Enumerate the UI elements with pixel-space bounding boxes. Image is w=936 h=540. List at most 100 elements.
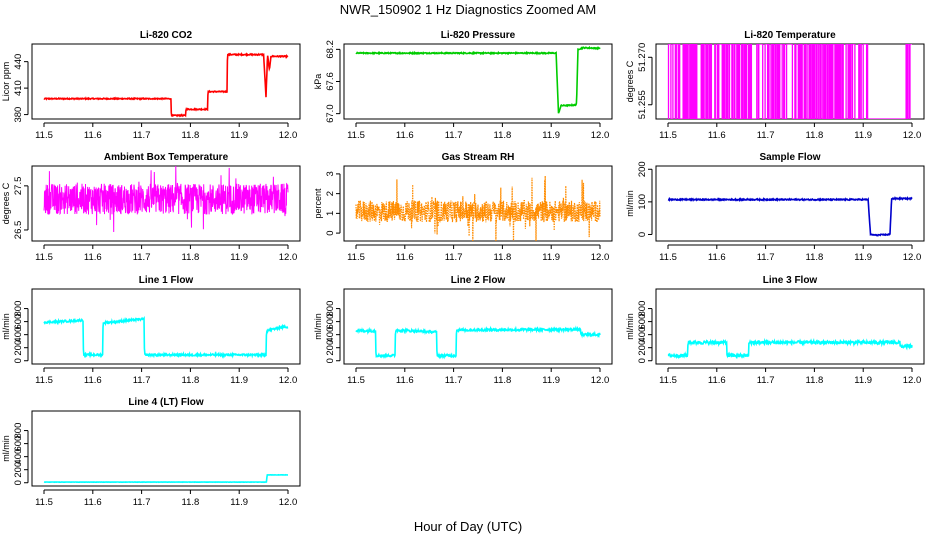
x-tick-label: 11.9 <box>542 252 560 263</box>
series <box>43 52 289 118</box>
x-tick-label: 11.8 <box>182 252 200 263</box>
x-tick-label: 11.6 <box>84 130 102 141</box>
y-tick-label: 410 <box>13 80 24 96</box>
series-line <box>43 166 289 233</box>
x-tick-label: 11.9 <box>854 130 872 141</box>
x-tick-label: 11.9 <box>230 130 248 141</box>
y-tick-label: 600 <box>13 314 24 330</box>
x-tick-label: 11.6 <box>84 252 102 263</box>
y-tick-label: 400 <box>13 449 24 465</box>
panel-title: Line 4 (LT) Flow <box>128 397 204 408</box>
x-tick-label: 12.0 <box>591 130 610 141</box>
x-tick-label: 11.7 <box>133 497 151 508</box>
x-tick-label: 11.6 <box>84 375 102 386</box>
y-axis: 51.255 51.270 <box>637 43 653 119</box>
x-tick-label: 11.6 <box>84 497 102 508</box>
y-tick-label: 600 <box>637 314 648 330</box>
x-axis: 11.5 11.6 11.7 11.8 11.9 12.0 <box>659 244 922 263</box>
x-tick-label: 11.5 <box>35 497 53 508</box>
x-tick-label: 11.9 <box>854 375 872 386</box>
x-axis: 11.5 11.6 11.7 11.8 11.9 12.0 <box>35 367 297 386</box>
x-tick-label: 11.5 <box>659 252 677 263</box>
panel-3: Li-820 Temperature 11.5 11.6 11.7 11.8 11.9 12… <box>625 30 925 141</box>
panel-title: Gas Stream RH <box>442 152 515 163</box>
x-tick-label: 11.6 <box>396 130 414 141</box>
y-axis-label: degrees C <box>1 182 11 224</box>
panel-1: Li-820 CO2 11.5 11.6 11.7 11.8 11.9 12.0 380 410… <box>1 30 301 141</box>
panel-title: Line 1 Flow <box>139 275 194 286</box>
x-axis: 11.5 11.6 11.7 11.8 11.9 12.0 <box>35 489 297 508</box>
y-tick-label: 67.0 <box>325 104 336 123</box>
series <box>43 315 289 359</box>
x-tick-label: 12.0 <box>903 130 922 141</box>
x-tick-label: 11.5 <box>35 375 53 386</box>
y-tick-label: 67.6 <box>325 72 336 91</box>
y-tick-label: 0 <box>13 480 24 485</box>
y-tick-label: 400 <box>637 327 648 343</box>
y-axis-label: Licor ppm <box>1 62 11 102</box>
x-tick-label: 11.7 <box>757 130 775 141</box>
y-axis-label: ml/min <box>625 190 635 217</box>
series-line <box>667 337 913 360</box>
y-tick-label: 600 <box>325 314 336 330</box>
x-axis: 11.5 11.6 11.7 11.8 11.9 12.0 <box>35 122 298 141</box>
x-tick-label: 12.0 <box>591 375 610 386</box>
x-tick-label: 11.5 <box>659 375 677 386</box>
panel-7: Line 1 Flow 11.5 11.6 11.7 11.8 11.9 12.0 0 2004… <box>1 275 301 386</box>
series-line <box>43 315 289 359</box>
x-tick-label: 11.5 <box>347 130 365 141</box>
y-tick-label: 800 <box>13 301 24 317</box>
y-axis-label: degrees C <box>625 60 635 102</box>
y-tick-label: 200 <box>13 340 24 356</box>
series-line <box>355 45 601 114</box>
plot-frame <box>343 288 613 365</box>
y-axis-label: percent <box>313 188 323 219</box>
series-line <box>43 52 289 118</box>
x-axis: 11.5 11.6 11.7 11.8 11.9 12.0 <box>347 367 610 386</box>
x-tick-label: 12.0 <box>903 252 922 263</box>
y-axis: 26.5 27.5 <box>13 177 29 239</box>
series <box>43 473 288 484</box>
plot-frame <box>31 410 301 487</box>
x-tick-label: 11.7 <box>757 252 775 263</box>
series <box>355 45 601 114</box>
x-tick-label: 11.8 <box>806 252 824 263</box>
x-tick-label: 11.7 <box>133 375 151 386</box>
series <box>667 196 913 237</box>
y-tick-label: 440 <box>13 54 24 70</box>
panel-5: Gas Stream RH 11.5 11.6 11.7 11.8 11.9 12.0 0 1 2… <box>313 152 613 263</box>
x-tick-label: 11.5 <box>347 252 365 263</box>
x-tick-label: 11.8 <box>494 375 512 386</box>
x-tick-label: 12.0 <box>903 375 922 386</box>
y-axis-label: ml/min <box>1 313 11 340</box>
x-tick-label: 11.7 <box>133 130 151 141</box>
series-line <box>355 325 601 360</box>
y-axis-label: ml/min <box>1 435 11 462</box>
y-tick-label: 800 <box>13 423 24 439</box>
x-tick-label: 11.6 <box>708 375 726 386</box>
x-tick-label: 11.7 <box>757 375 775 386</box>
plot-frame <box>31 288 301 365</box>
panel-title: Ambient Box Temperature <box>104 152 229 163</box>
y-tick-label: 2 <box>325 191 336 196</box>
panel-title: Li-820 CO2 <box>140 30 193 41</box>
series-line <box>667 196 913 237</box>
x-axis: 11.5 11.6 11.7 11.8 11.9 12.0 <box>347 244 609 263</box>
series <box>355 175 601 241</box>
y-tick-label: 380 <box>13 107 24 123</box>
x-tick-label: 11.8 <box>182 497 200 508</box>
panel-6: Sample Flow 11.5 11.6 11.7 11.8 11.9 12.0 0 100 2… <box>625 152 925 263</box>
x-tick-label: 11.8 <box>182 130 200 141</box>
y-tick-label: 200 <box>13 462 24 478</box>
x-tick-label: 12.0 <box>279 130 298 141</box>
series-line <box>355 175 601 241</box>
y-tick-label: 200 <box>637 161 648 177</box>
panel-title: Sample Flow <box>759 152 820 163</box>
y-axis: 0 1 2 3 <box>325 171 341 236</box>
y-tick-label: 51.255 <box>637 90 648 119</box>
x-tick-label: 11.8 <box>806 375 824 386</box>
y-axis: 67.0 67.6 68.2 <box>325 40 341 123</box>
